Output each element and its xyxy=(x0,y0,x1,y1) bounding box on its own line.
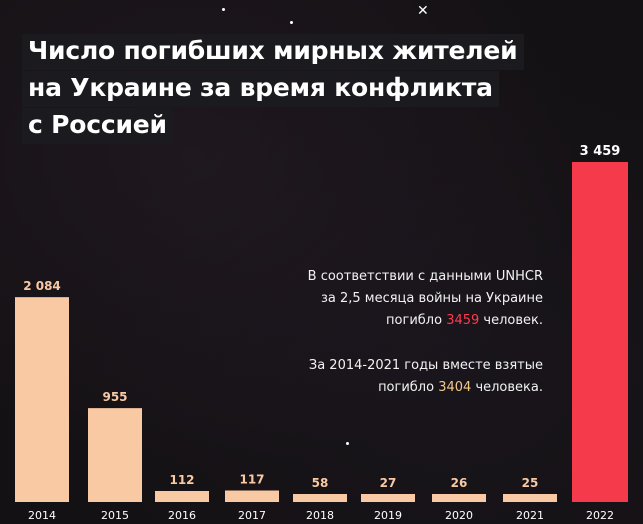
bar-2014 xyxy=(15,297,69,502)
annotation-highlight-2014-2021: 3404 xyxy=(438,380,472,395)
chart-title-line-1: Число погибших мирных жителей xyxy=(22,34,524,70)
x-tick-label-2016: 2016 xyxy=(168,509,196,522)
annotation-line: за 2,5 месяца войны на Украине xyxy=(320,291,543,306)
x-tick-label-2022: 2022 xyxy=(586,509,614,522)
sparkle-icon: ✕ xyxy=(417,3,429,19)
data-label-2020: 26 xyxy=(451,476,468,490)
annotation-text: человек. xyxy=(479,313,543,328)
bar-2022 xyxy=(572,162,628,502)
data-label-2021: 25 xyxy=(522,476,539,490)
data-label-2016: 112 xyxy=(169,473,194,487)
annotation-text: человека. xyxy=(471,380,543,395)
chart-title: Число погибших мирных жителей на Украине… xyxy=(22,34,524,145)
x-tick-label-2018: 2018 xyxy=(306,509,334,522)
annotation-unhcr: В соответствии с данными UNHCR за 2,5 ме… xyxy=(223,266,543,332)
bar-2020 xyxy=(432,494,486,502)
annotation-2014-2021: За 2014-2021 годы вместе взятые погибло … xyxy=(223,355,543,399)
x-tick-label-2019: 2019 xyxy=(374,509,402,522)
bar-2018 xyxy=(293,494,347,502)
x-tick-label-2020: 2020 xyxy=(445,509,473,522)
x-tick-label-2015: 2015 xyxy=(101,509,129,522)
chart-title-line-2: на Украине за время конфликта xyxy=(22,71,499,107)
x-tick-label-2017: 2017 xyxy=(238,509,266,522)
decor-dot xyxy=(222,8,225,11)
bar-2017 xyxy=(225,490,279,502)
annotation-line: В соответствии с данными UNHCR xyxy=(307,269,543,284)
annotation-line: погибло 3459 человек. xyxy=(223,310,543,332)
bar-2021 xyxy=(503,494,557,502)
x-tick-label-2014: 2014 xyxy=(28,509,56,522)
x-tick-label-2021: 2021 xyxy=(516,509,544,522)
decor-dot xyxy=(346,442,349,445)
data-label-2014: 2 084 xyxy=(23,279,61,293)
data-label-2019: 27 xyxy=(380,476,397,490)
bar-2019 xyxy=(361,494,415,502)
chart-title-line-3: с Россией xyxy=(22,108,173,144)
annotation-highlight-2022: 3459 xyxy=(446,313,480,328)
data-label-2017: 117 xyxy=(239,472,264,486)
data-label-2022: 3 459 xyxy=(580,144,621,159)
annotation-text: погибло xyxy=(386,313,447,328)
data-label-2015: 955 xyxy=(102,390,127,404)
bar-2016 xyxy=(155,490,209,502)
annotation-line: За 2014-2021 годы вместе взятые xyxy=(308,358,543,373)
bar-2015 xyxy=(88,408,142,502)
data-label-2018: 58 xyxy=(312,476,329,490)
annotation-text: погибло xyxy=(378,380,439,395)
decor-dot xyxy=(290,21,293,24)
annotation-line: погибло 3404 человека. xyxy=(223,377,543,399)
